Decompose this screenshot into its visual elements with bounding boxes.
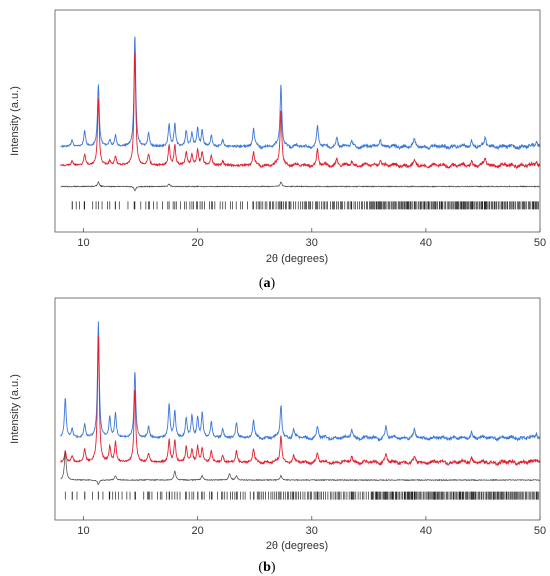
x-tick-label-a-3: 40 xyxy=(420,237,432,249)
panel-a: 10 20 30 40 50 2θ (degrees) Intensity (a.u.)… xyxy=(9,9,546,291)
x-tick-label-b-2: 30 xyxy=(306,525,318,537)
x-axis-label-a: 2θ (degrees) xyxy=(266,253,328,265)
reflection-markers-a xyxy=(71,201,539,210)
x-tick-label-a-0: 10 xyxy=(77,237,89,249)
series-difference-b xyxy=(60,450,541,486)
y-axis-label-b: Intensity (a.u.) xyxy=(9,374,21,444)
x-tick-label-b-0: 10 xyxy=(77,525,89,537)
plot-frame-b xyxy=(54,297,541,521)
plot-frame-a xyxy=(54,9,541,233)
x-tick-label-a-2: 30 xyxy=(306,237,318,249)
panel-b: 10 20 30 40 50 2θ (degrees) Intensity (a.u.)… xyxy=(9,297,546,575)
y-axis-label-a: Intensity (a.u.) xyxy=(9,86,21,156)
series-difference-a xyxy=(60,181,541,192)
panel-caption-b: (b) xyxy=(258,560,275,575)
x-axis-label-b: 2θ (degrees) xyxy=(266,540,328,552)
reflection-markers-b xyxy=(64,491,540,500)
series-calculated-b xyxy=(60,335,541,467)
x-ticks-a: 10 20 30 40 50 xyxy=(77,228,546,249)
panel-caption-letter-a: a xyxy=(264,276,271,291)
x-tick-label-a-4: 50 xyxy=(534,237,546,249)
panel-caption-a: (a) xyxy=(259,276,276,291)
x-ticks-b: 10 20 30 40 50 xyxy=(77,516,546,537)
series-observed-a xyxy=(60,36,541,151)
panel-caption-letter-b: b xyxy=(263,560,271,575)
plot-area-b xyxy=(60,321,541,500)
series-calculated-a xyxy=(60,51,541,170)
x-tick-label-b-3: 40 xyxy=(420,525,432,537)
plot-area-a xyxy=(60,36,541,210)
x-tick-label-b-4: 50 xyxy=(534,525,546,537)
x-tick-label-b-1: 20 xyxy=(192,525,204,537)
x-tick-label-a-1: 20 xyxy=(192,237,204,249)
series-observed-b xyxy=(60,321,541,443)
